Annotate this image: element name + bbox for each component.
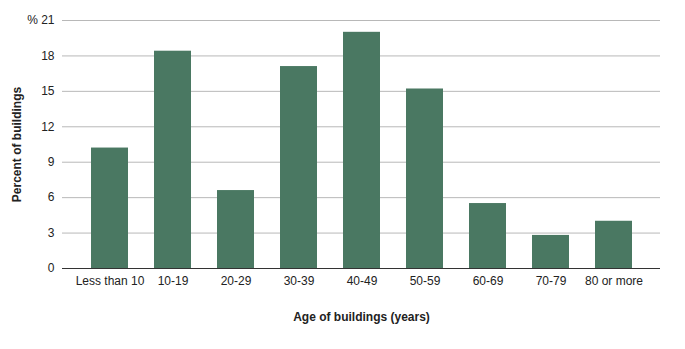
svg-text:18: 18 <box>41 49 55 63</box>
svg-text:12: 12 <box>41 120 55 134</box>
svg-text:15: 15 <box>41 84 55 98</box>
svg-text:6: 6 <box>48 190 55 204</box>
svg-text:Less than 10: Less than 10 <box>76 274 145 288</box>
svg-text:30-39: 30-39 <box>284 274 315 288</box>
svg-text:80 or more: 80 or more <box>585 274 643 288</box>
svg-text:% 21: % 21 <box>27 13 55 27</box>
svg-text:40-49: 40-49 <box>347 274 378 288</box>
svg-text:60-69: 60-69 <box>473 274 504 288</box>
svg-text:20-29: 20-29 <box>221 274 252 288</box>
svg-text:0: 0 <box>48 261 55 275</box>
svg-text:50-59: 50-59 <box>410 274 441 288</box>
svg-text:10-19: 10-19 <box>158 274 189 288</box>
svg-text:70-79: 70-79 <box>536 274 567 288</box>
svg-text:Age of buildings (years): Age of buildings (years) <box>293 310 430 324</box>
svg-text:3: 3 <box>48 226 55 240</box>
svg-text:9: 9 <box>48 155 55 169</box>
svg-text:Percent of buildings: Percent of buildings <box>10 87 24 203</box>
